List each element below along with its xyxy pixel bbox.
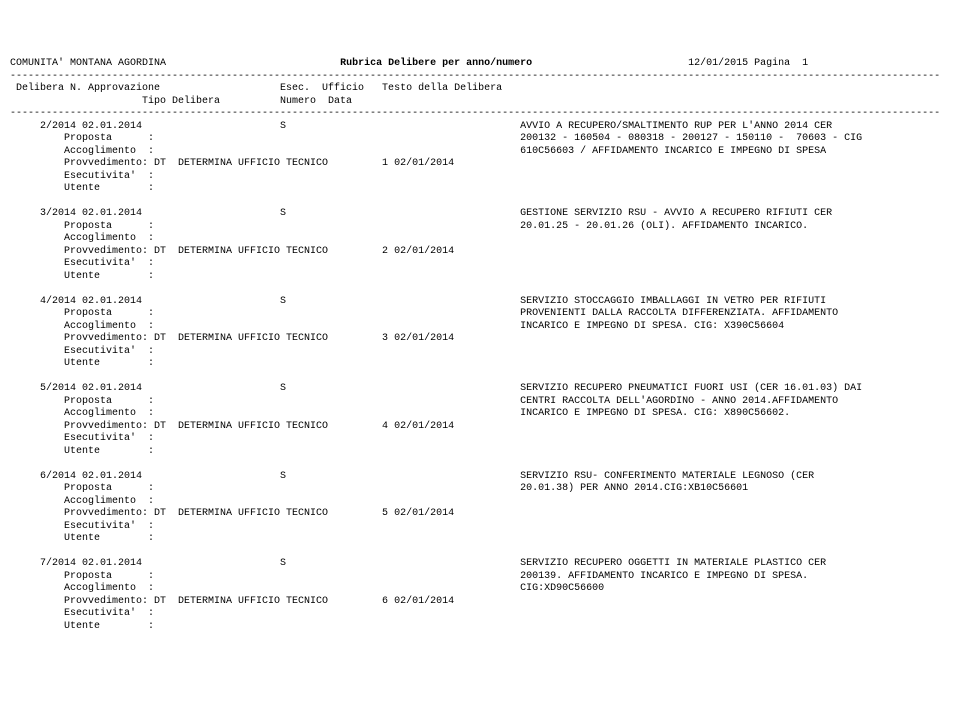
doc-title: Rubrica Delibere per anno/numero	[340, 58, 688, 71]
entry-body-line: Provvedimento: DT DETERMINA UFFICIO TECN…	[10, 158, 454, 169]
entry-body-line: Esecutivita' :	[10, 258, 154, 269]
entry-id-line: 7/2014 02.01.2014 S SERVIZIO RECUPERO OG…	[10, 558, 826, 569]
entry-id-line: 6/2014 02.01.2014 S SERVIZIO RSU- CONFER…	[10, 471, 814, 482]
entry-body-line: Accoglimento :	[10, 233, 154, 244]
entry-id-line: 5/2014 02.01.2014 S SERVIZIO RECUPERO PN…	[10, 383, 862, 394]
entry-id-line: 3/2014 02.01.2014 S GESTIONE SERVIZIO RS…	[10, 208, 832, 219]
entry-body-line: Proposta : PROVENIENTI DALLA RACCOLTA DI…	[10, 308, 838, 319]
entry-id-line: 4/2014 02.01.2014 S SERVIZIO STOCCAGGIO …	[10, 296, 826, 307]
rule-hdr: ----------------------------------------…	[10, 108, 940, 119]
entry-body-line: Esecutivita' :	[10, 521, 154, 532]
entry-body-line: Esecutivita' :	[10, 346, 154, 357]
entry-body-line: Utente :	[10, 621, 154, 632]
entry-body-line: Utente :	[10, 183, 154, 194]
print-date: 12/01/2015 Pagina 1	[688, 58, 808, 69]
entry-body-line: Utente :	[10, 271, 154, 282]
col-header-2: Tipo Delibera Numero Data	[10, 96, 352, 107]
entry-body-line: Provvedimento: DT DETERMINA UFFICIO TECN…	[10, 596, 454, 607]
entry-body-line: Accoglimento : CIG:XD90C56600	[10, 583, 604, 594]
entry-body-line: Provvedimento: DT DETERMINA UFFICIO TECN…	[10, 333, 454, 344]
entry-body-line: Provvedimento: DT DETERMINA UFFICIO TECN…	[10, 421, 454, 432]
entry-body-line: Proposta : 20.01.25 - 20.01.26 (OLI). AF…	[10, 221, 808, 232]
entry-body-line: Esecutivita' :	[10, 433, 154, 444]
entry-body-line: Proposta : 200132 - 160504 - 080318 - 20…	[10, 133, 862, 144]
org-name: COMUNITA' MONTANA AGORDINA	[10, 58, 340, 69]
entry-body-line: Esecutivita' :	[10, 608, 154, 619]
entry-body-line: Provvedimento: DT DETERMINA UFFICIO TECN…	[10, 246, 454, 257]
entry-body-line: Accoglimento : INCARICO E IMPEGNO DI SPE…	[10, 408, 790, 419]
entry-body-line: Utente :	[10, 533, 154, 544]
entry-body-line: Esecutivita' :	[10, 171, 154, 182]
entry-body-line: Accoglimento :	[10, 496, 154, 507]
entry-body-line: Accoglimento : 610C56603 / AFFIDAMENTO I…	[10, 146, 826, 157]
entry-body-line: Proposta : 20.01.38) PER ANNO 2014.CIG:X…	[10, 483, 748, 494]
entry-body-line: Utente :	[10, 358, 154, 369]
entry-body-line: Provvedimento: DT DETERMINA UFFICIO TECN…	[10, 508, 454, 519]
entry-body-line: Proposta : CENTRI RACCOLTA DELL'AGORDINO…	[10, 396, 838, 407]
col-header-1: Delibera N. Approvazione Esec. Ufficio T…	[10, 83, 502, 94]
document-root: COMUNITA' MONTANA AGORDINA Rubrica Delib…	[10, 58, 950, 646]
entry-id-line: 2/2014 02.01.2014 S AVVIO A RECUPERO/SMA…	[10, 121, 832, 132]
entry-body-line: Proposta : 200139. AFFIDAMENTO INCARICO …	[10, 571, 808, 582]
entry-body-line: Accoglimento : INCARICO E IMPEGNO DI SPE…	[10, 321, 784, 332]
rule-top: ----------------------------------------…	[10, 71, 940, 82]
entry-body-line: Utente :	[10, 446, 154, 457]
